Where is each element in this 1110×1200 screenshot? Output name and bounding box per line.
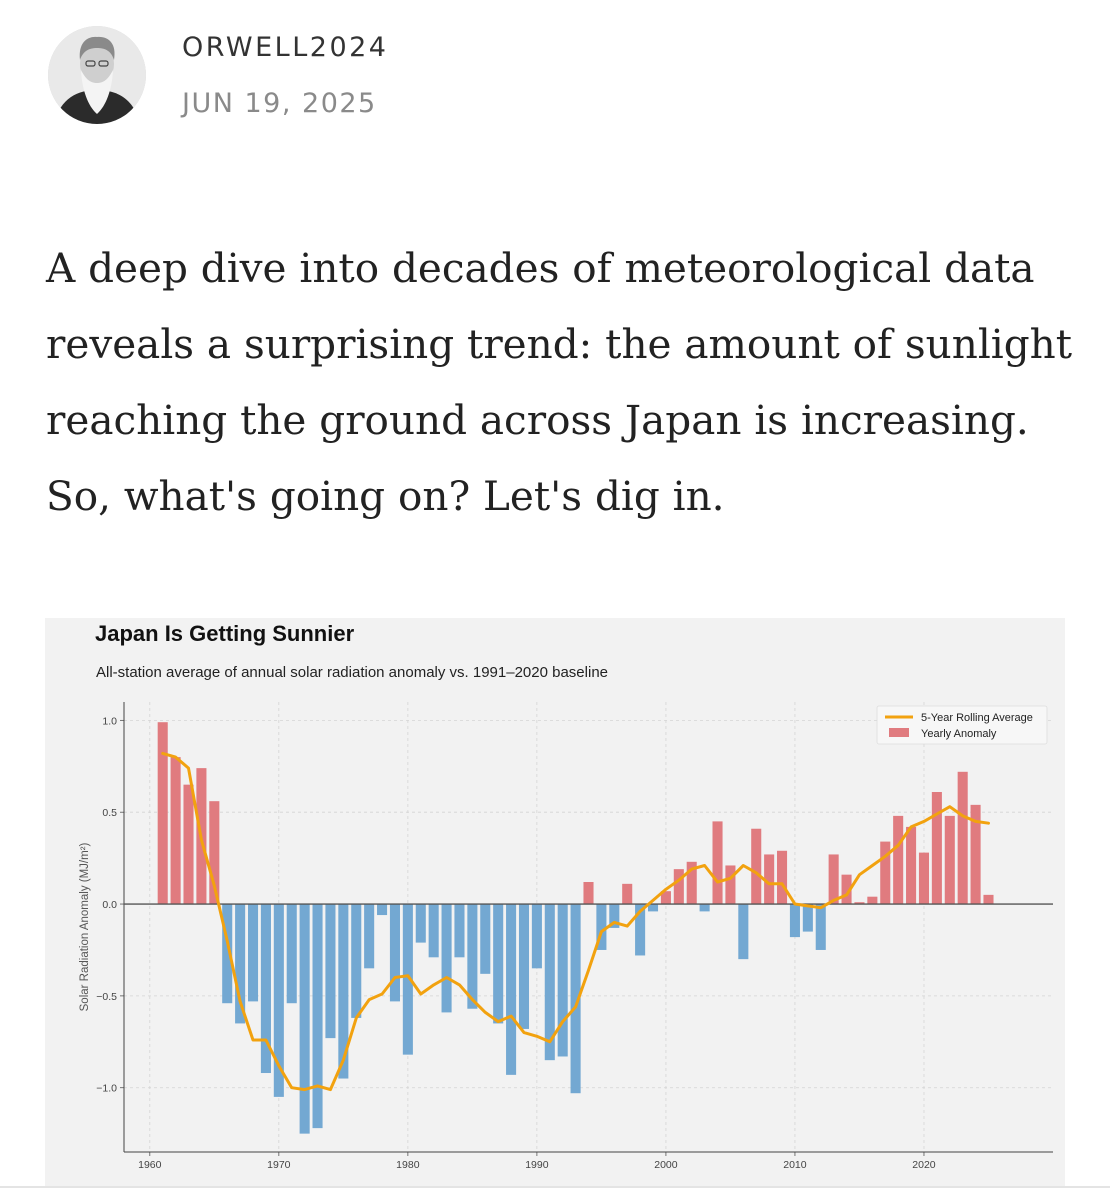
- yearly-anomaly-bar: [764, 854, 775, 905]
- chart-title: Japan Is Getting Sunnier: [95, 621, 355, 646]
- yearly-anomaly-bar: [789, 904, 800, 938]
- yearly-anomaly-bar: [583, 882, 594, 905]
- x-tick-label: 1980: [396, 1159, 420, 1171]
- yearly-anomaly-bar: [170, 757, 181, 905]
- author-name[interactable]: ORWELL2024: [182, 32, 389, 63]
- yearly-anomaly-bar: [480, 904, 491, 974]
- yearly-anomaly-bar: [802, 904, 813, 932]
- yearly-anomaly-bar: [867, 896, 878, 905]
- chart-subtitle: All-station average of annual solar radi…: [96, 664, 608, 681]
- solar-radiation-chart: Japan Is Getting Sunnier All-station ave…: [79, 621, 1053, 1171]
- yearly-anomaly-bar: [686, 861, 697, 905]
- yearly-anomaly-bar: [312, 904, 323, 1129]
- yearly-anomaly-bar: [260, 904, 271, 1074]
- x-tick-label: 1960: [138, 1159, 162, 1171]
- yearly-anomaly-bar: [454, 904, 465, 958]
- legend-box: [876, 705, 1048, 745]
- y-tick-label: 1.0: [102, 715, 117, 727]
- yearly-anomaly-bar: [570, 904, 581, 1094]
- yearly-anomaly-bar: [906, 826, 917, 905]
- y-tick-label: −1.0: [96, 1083, 117, 1095]
- yearly-anomaly-bar: [493, 904, 504, 1024]
- yearly-anomaly-bar: [841, 874, 852, 905]
- yearly-anomaly-bar: [931, 792, 942, 905]
- yearly-anomaly-bar: [544, 904, 555, 1061]
- yearly-anomaly-bar: [247, 904, 259, 1002]
- yearly-anomaly-bar: [815, 904, 826, 950]
- axes: 1960 1970 1980 1990 2000 2010 2020 −1.0 −0.5 0.0 0…: [96, 702, 1053, 1171]
- rolling-average-series: [161, 751, 990, 1092]
- yearly-anomaly-bar: [325, 904, 336, 1039]
- x-tick-label: 1990: [525, 1159, 549, 1171]
- yearly-anomaly-bar: [660, 891, 671, 905]
- y-tick-label: 0.5: [102, 807, 117, 819]
- yearly-anomaly-bar: [970, 804, 981, 905]
- yearly-anomaly-bar: [777, 850, 788, 905]
- yearly-anomaly-bar: [918, 852, 930, 905]
- legend-bar-swatch: [889, 728, 909, 737]
- legend-label-rolling: 5-Year Rolling Average: [921, 712, 1033, 724]
- yearly-anomaly-bar: [518, 904, 530, 1029]
- divider: [0, 1186, 1110, 1188]
- yearly-anomaly-bar: [441, 904, 452, 1013]
- yearly-anomaly-bar: [828, 854, 839, 905]
- yearly-anomaly-bar: [183, 784, 194, 905]
- x-tick-label: 2020: [912, 1159, 936, 1171]
- yearly-anomaly-bars: [157, 722, 994, 1134]
- yearly-anomaly-bar: [738, 904, 749, 960]
- y-tick-label: −0.5: [96, 991, 117, 1003]
- yearly-anomaly-bar: [402, 904, 413, 1055]
- yearly-anomaly-bar: [286, 904, 297, 1004]
- yearly-anomaly-bar: [157, 722, 168, 905]
- yearly-anomaly-bar: [622, 883, 633, 905]
- yearly-anomaly-bar: [712, 821, 723, 905]
- legend-label-yearly: Yearly Anomaly: [921, 728, 997, 740]
- yearly-anomaly-bar: [338, 904, 349, 1079]
- yearly-anomaly-bar: [725, 865, 736, 905]
- yearly-anomaly-bar: [635, 904, 646, 956]
- yearly-anomaly-bar: [957, 771, 968, 905]
- y-tick-label: 0.0: [102, 899, 117, 911]
- yearly-anomaly-bar: [854, 902, 865, 905]
- x-tick-label: 1970: [267, 1159, 291, 1171]
- yearly-anomaly-bar: [673, 869, 684, 905]
- yearly-anomaly-bar: [415, 904, 426, 943]
- yearly-anomaly-bar: [880, 841, 891, 905]
- yearly-anomaly-bar: [699, 904, 710, 912]
- chart-panel: Japan Is Getting Sunnier All-station ave…: [45, 618, 1065, 1188]
- yearly-anomaly-bar: [235, 904, 246, 1024]
- post-date: JUN 19, 2025: [182, 88, 377, 119]
- yearly-anomaly-bar: [351, 904, 362, 1018]
- chart-legend: 5-Year Rolling Average Yearly Anomaly: [876, 705, 1048, 745]
- author-avatar[interactable]: [48, 26, 146, 124]
- yearly-anomaly-bar: [377, 904, 388, 916]
- yearly-anomaly-bar: [222, 904, 233, 1004]
- yearly-anomaly-bar: [531, 904, 542, 969]
- yearly-anomaly-bar: [751, 828, 762, 905]
- yearly-anomaly-bar: [647, 904, 659, 912]
- x-tick-label: 2010: [783, 1159, 807, 1171]
- yearly-anomaly-bar: [273, 904, 284, 1097]
- yearly-anomaly-bar: [557, 904, 568, 1057]
- yearly-anomaly-bar: [609, 904, 620, 928]
- intro-paragraph: A deep dive into decades of meteorologic…: [46, 244, 1073, 520]
- rolling-average-line: [161, 751, 990, 1092]
- yearly-anomaly-bar: [983, 894, 994, 905]
- yearly-anomaly-bar: [364, 904, 375, 969]
- yearly-anomaly-bar: [944, 815, 955, 905]
- yearly-anomaly-bar: [428, 904, 439, 958]
- yearly-anomaly-bar: [389, 904, 400, 1002]
- yearly-anomaly-bar: [467, 904, 478, 1009]
- yearly-anomaly-bar: [596, 904, 607, 950]
- yearly-anomaly-bar: [209, 801, 220, 905]
- y-axis-label: Solar Radiation Anomaly (MJ/m²): [79, 842, 91, 1011]
- yearly-anomaly-bar: [893, 815, 904, 905]
- yearly-anomaly-bar: [506, 904, 517, 1075]
- yearly-anomaly-bar: [299, 904, 310, 1134]
- x-tick-label: 2000: [654, 1159, 678, 1171]
